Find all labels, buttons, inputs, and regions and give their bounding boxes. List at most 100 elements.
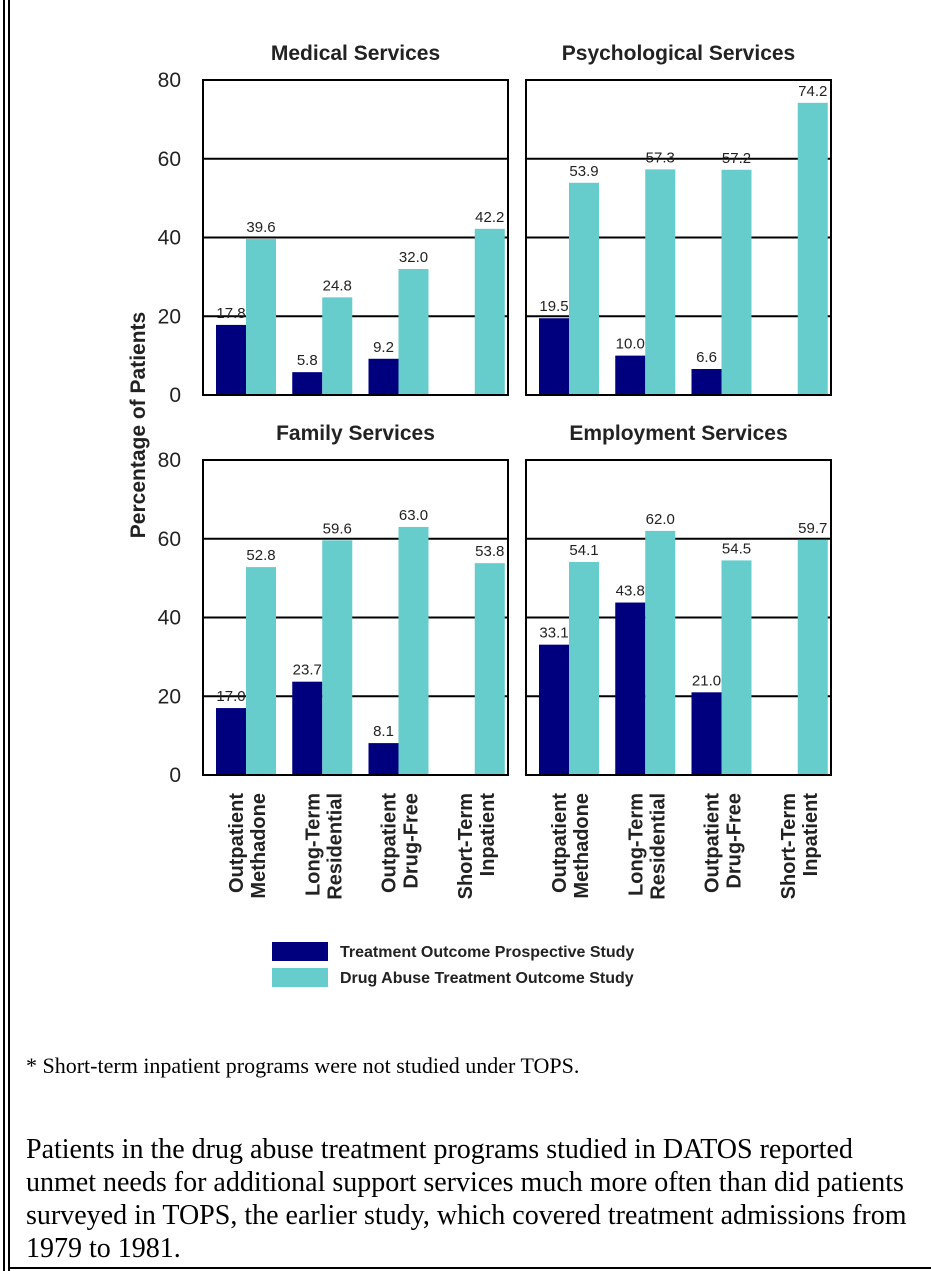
bar xyxy=(615,602,646,775)
y-tick-label: 20 xyxy=(158,685,181,708)
bar xyxy=(474,228,505,395)
panel-title: Psychological Services xyxy=(562,42,795,65)
chart: Medical Services 17.8 39.6 5.8 24.8 9.2 32.0 42… xyxy=(127,42,832,987)
panel-1: Psychological Services 19.5 53.9 10.0 57.3 6.… xyxy=(525,42,832,396)
bar xyxy=(645,530,676,775)
bar xyxy=(216,324,246,395)
x-tick-label: Inpatient xyxy=(800,793,822,877)
y-tick-label: 20 xyxy=(158,305,181,328)
x-tick-label: Long-Term xyxy=(302,793,324,896)
data-label: 63.0 xyxy=(399,507,428,524)
data-label: 5.8 xyxy=(297,352,318,369)
data-label: 39.6 xyxy=(246,219,275,236)
data-label: 43.8 xyxy=(616,583,645,600)
panel-frame xyxy=(202,79,509,396)
bar xyxy=(322,540,353,775)
panel-title: Family Services xyxy=(276,422,435,445)
bar xyxy=(368,358,399,395)
data-label: 57.3 xyxy=(646,149,675,166)
y-tick-label: 40 xyxy=(158,607,181,630)
data-label: 52.8 xyxy=(246,547,275,564)
x-tick-label: Outpatient xyxy=(549,793,571,893)
data-label: 54.5 xyxy=(722,540,751,557)
data-label: 6.6 xyxy=(696,349,717,366)
y-tick-label: 0 xyxy=(169,384,181,407)
bar xyxy=(691,369,722,395)
bar xyxy=(398,269,429,395)
bar xyxy=(797,539,828,775)
x-tick-label: Residential xyxy=(324,793,346,900)
panel-title: Employment Services xyxy=(569,422,787,445)
panel-frame xyxy=(525,79,832,396)
data-label: 17.0 xyxy=(216,688,245,705)
data-label: 59.6 xyxy=(323,520,352,537)
x-tick-label: Drug-Free xyxy=(724,793,746,889)
data-label: 42.2 xyxy=(475,209,504,226)
y-axis-label: Percentage of Patients xyxy=(127,312,150,538)
bar xyxy=(292,681,323,775)
data-label: 32.0 xyxy=(399,249,428,266)
data-label: 9.2 xyxy=(373,339,394,356)
x-tick-label: Methadone xyxy=(248,793,270,899)
y-tick-label: 60 xyxy=(158,528,181,551)
x-tick-label: Long-Term xyxy=(625,793,647,896)
bar xyxy=(645,169,676,395)
bar xyxy=(797,102,828,396)
bar xyxy=(539,644,569,775)
bar xyxy=(398,526,429,775)
panels-layer: Medical Services 17.8 39.6 5.8 24.8 9.2 32.0 42… xyxy=(158,42,832,900)
data-label: 59.7 xyxy=(798,520,827,537)
bar xyxy=(539,318,569,395)
x-tick-label: Outpatient xyxy=(702,793,724,893)
x-tick-label: Inpatient xyxy=(477,793,499,877)
bar xyxy=(721,560,752,775)
bar xyxy=(322,297,353,395)
y-tick-label: 80 xyxy=(158,449,181,472)
x-tick-label: Outpatient xyxy=(226,793,248,893)
bar xyxy=(569,561,599,775)
legend-swatch xyxy=(272,968,328,987)
data-label: 62.0 xyxy=(646,511,675,528)
y-tick-label: 80 xyxy=(158,69,181,92)
data-label: 54.1 xyxy=(569,542,598,559)
data-label: 21.0 xyxy=(692,672,721,689)
x-tick-label: Drug-Free xyxy=(401,793,423,889)
y-tick-label: 60 xyxy=(158,148,181,171)
panel-3: Employment Services 33.1 54.1 43.8 62.0 21.0 5… xyxy=(525,422,832,900)
y-tick-label: 40 xyxy=(158,227,181,250)
legend-label: Treatment Outcome Prospective Study xyxy=(340,944,634,961)
data-label: 23.7 xyxy=(293,662,322,679)
data-label: 33.1 xyxy=(539,625,568,642)
data-label: 74.2 xyxy=(798,83,827,100)
panel-frame xyxy=(202,459,509,776)
page-border-left-inner xyxy=(8,0,10,1271)
x-tick-label: Outpatient xyxy=(379,793,401,893)
legend-swatch xyxy=(272,942,328,961)
bar xyxy=(569,182,599,395)
summary-paragraph: Patients in the drug abuse treatment pro… xyxy=(26,1134,907,1264)
legend: Treatment Outcome Prospective Study Drug … xyxy=(272,942,634,987)
bar xyxy=(216,708,246,775)
data-label: 57.2 xyxy=(722,150,751,167)
data-label: 53.8 xyxy=(475,543,504,560)
bar xyxy=(721,169,752,395)
bar xyxy=(368,743,399,775)
data-label: 17.8 xyxy=(216,305,245,322)
panel-frame xyxy=(525,459,832,776)
bar xyxy=(246,567,276,775)
x-tick-label: Methadone xyxy=(571,793,593,899)
footnote: * Short-term inpatient programs were not… xyxy=(26,1053,580,1078)
bar xyxy=(615,355,646,395)
x-tick-label: Residential xyxy=(647,793,669,900)
data-label: 53.9 xyxy=(569,163,598,180)
bar xyxy=(292,372,323,395)
panel-title: Medical Services xyxy=(271,42,440,65)
y-tick-label: 0 xyxy=(169,764,181,787)
page-border-bottom xyxy=(8,1267,931,1269)
page-border-left-outer xyxy=(3,0,5,1271)
bar xyxy=(474,563,505,775)
bar xyxy=(691,692,722,775)
data-label: 8.1 xyxy=(373,723,394,740)
panel-0: Medical Services 17.8 39.6 5.8 24.8 9.2 32.0 42… xyxy=(158,42,509,407)
data-label: 24.8 xyxy=(323,277,352,294)
